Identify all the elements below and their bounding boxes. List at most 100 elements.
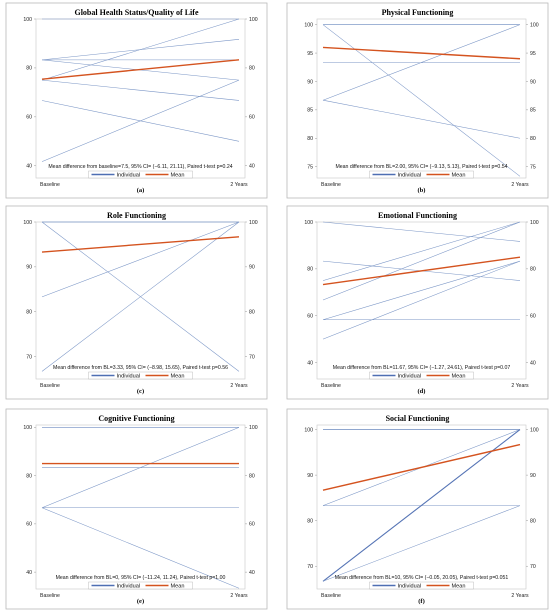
chart-panel-e: Cognitive Functioning 40 60 80 100 40 60 80 100 M… bbox=[5, 408, 268, 610]
y-tick-label: 80 bbox=[26, 310, 32, 316]
individual-line-1 bbox=[322, 221, 521, 242]
x-tick-label: 2 Years bbox=[511, 182, 529, 188]
legend-label-individual: Individual bbox=[398, 173, 422, 179]
y-right-tick-label: 70 bbox=[530, 564, 536, 570]
y-tick-label: 100 bbox=[304, 22, 313, 28]
y-tick-label: 100 bbox=[23, 425, 32, 431]
chart-title: Role Functioning bbox=[107, 211, 166, 220]
panel-label: (e) bbox=[137, 598, 144, 605]
individual-line-2 bbox=[41, 39, 240, 61]
legend-label-individual: Individual bbox=[117, 173, 141, 179]
individual-line-5 bbox=[41, 221, 240, 372]
panel-label: (f) bbox=[418, 598, 425, 605]
panel-frame bbox=[286, 205, 549, 400]
individual-line-6 bbox=[322, 99, 521, 139]
y-tick-label: 60 bbox=[26, 522, 32, 528]
stats-note: Mean difference from BL=0, 95% CI= (−11.… bbox=[56, 575, 226, 581]
y-tick-label: 70 bbox=[26, 354, 32, 360]
mean-line bbox=[41, 236, 240, 253]
x-tick-label: 2 Years bbox=[230, 593, 248, 599]
y-tick-label: 70 bbox=[307, 564, 313, 570]
y-tick-label: 80 bbox=[307, 267, 313, 273]
chart-title: Global Health Status/Quality of Life bbox=[74, 8, 198, 17]
y-tick-label: 40 bbox=[26, 164, 32, 170]
y-tick-label: 80 bbox=[307, 518, 313, 524]
stats-note: Mean difference from BL=2.00, 95% CI= (−… bbox=[335, 164, 507, 170]
y-right-tick-label: 100 bbox=[249, 17, 258, 23]
y-right-tick-label: 80 bbox=[249, 473, 255, 479]
y-right-tick-label: 80 bbox=[249, 66, 255, 72]
mean-line bbox=[322, 256, 521, 286]
y-tick-label: 90 bbox=[307, 79, 313, 85]
legend-box bbox=[88, 581, 193, 590]
chart-panel-c: Role Functioning 70 80 90 100 70 80 90 100 Mean d… bbox=[5, 205, 268, 400]
mean-line bbox=[322, 443, 521, 491]
legend-box bbox=[369, 170, 474, 179]
y-tick-label: 80 bbox=[26, 66, 32, 72]
y-right-tick-label: 100 bbox=[530, 22, 539, 28]
legend-box bbox=[88, 170, 193, 179]
individual-line-6 bbox=[322, 505, 521, 582]
y-tick-label: 100 bbox=[23, 220, 32, 226]
x-tick-label: 2 Years bbox=[511, 383, 529, 389]
y-tick-label: 80 bbox=[26, 473, 32, 479]
individual-line-4 bbox=[322, 221, 521, 301]
panel-frame bbox=[286, 2, 549, 199]
chart-panel-a: Global Health Status/Quality of Life 40 60… bbox=[5, 2, 268, 199]
legend-label-mean: Mean bbox=[171, 173, 185, 179]
panel-label: (b) bbox=[418, 187, 426, 194]
individual-line-5 bbox=[322, 429, 521, 582]
y-right-tick-label: 80 bbox=[249, 310, 255, 316]
x-tick-label: Baseline bbox=[40, 383, 60, 389]
panel-label: (d) bbox=[418, 388, 426, 395]
y-right-tick-label: 75 bbox=[530, 164, 536, 170]
y-tick-label: 60 bbox=[307, 314, 313, 320]
y-right-tick-label: 100 bbox=[530, 427, 539, 433]
y-right-tick-label: 80 bbox=[530, 267, 536, 273]
y-right-tick-label: 80 bbox=[530, 518, 536, 524]
y-right-tick-label: 80 bbox=[530, 136, 536, 142]
individual-line-5 bbox=[322, 24, 521, 101]
y-tick-label: 40 bbox=[26, 570, 32, 576]
x-tick-label: Baseline bbox=[321, 182, 341, 188]
panel-label: (c) bbox=[137, 388, 144, 395]
chart-title: Cognitive Functioning bbox=[98, 414, 174, 423]
y-right-tick-label: 90 bbox=[530, 79, 536, 85]
panel-frame bbox=[5, 408, 268, 610]
y-right-tick-label: 85 bbox=[530, 108, 536, 114]
y-right-tick-label: 60 bbox=[530, 314, 536, 320]
y-tick-label: 100 bbox=[304, 220, 313, 226]
y-tick-label: 90 bbox=[307, 473, 313, 479]
legend-box bbox=[369, 371, 474, 380]
individual-line-8 bbox=[41, 79, 240, 162]
mean-line bbox=[41, 59, 240, 80]
legend-box bbox=[369, 581, 474, 590]
chart-title: Social Functioning bbox=[386, 414, 450, 423]
individual-line-7 bbox=[41, 79, 240, 101]
individual-line-4 bbox=[41, 427, 240, 508]
individual-line-5 bbox=[322, 260, 521, 320]
mean-line bbox=[322, 46, 521, 60]
x-tick-label: Baseline bbox=[321, 383, 341, 389]
stats-note: Mean difference from BL=10, 95% CI= (−0.… bbox=[335, 575, 509, 581]
chart-panel-d: Emotional Functioning 40 60 80 100 40 60 80 100 M… bbox=[286, 205, 549, 400]
y-right-tick-label: 100 bbox=[249, 425, 258, 431]
legend-label-mean: Mean bbox=[171, 584, 185, 590]
y-right-tick-label: 90 bbox=[249, 265, 255, 271]
x-tick-label: 2 Years bbox=[230, 383, 248, 389]
stats-note: Mean difference from baseline=7.5, 95% C… bbox=[48, 164, 232, 170]
y-tick-label: 100 bbox=[23, 17, 32, 23]
x-tick-label: 2 Years bbox=[511, 593, 529, 599]
y-tick-label: 90 bbox=[26, 265, 32, 271]
panel-frame bbox=[5, 2, 268, 199]
stats-note: Mean difference from BL=3.33, 95% CI= (−… bbox=[53, 365, 228, 371]
legend-label-mean: Mean bbox=[452, 584, 466, 590]
y-right-tick-label: 100 bbox=[530, 220, 539, 226]
y-right-tick-label: 70 bbox=[249, 354, 255, 360]
chart-panel-f: Social Functioning 70 80 90 100 70 80 90 100 Mean… bbox=[286, 408, 549, 610]
y-right-tick-label: 95 bbox=[530, 51, 536, 57]
legend-label-individual: Individual bbox=[117, 374, 141, 380]
legend-label-mean: Mean bbox=[171, 374, 185, 380]
y-tick-label: 85 bbox=[307, 108, 313, 114]
legend-label-mean: Mean bbox=[452, 374, 466, 380]
